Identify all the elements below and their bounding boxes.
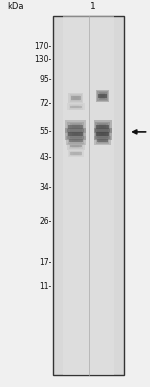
- Bar: [71, 151, 81, 156]
- Bar: [70, 137, 82, 143]
- Bar: [74, 97, 77, 99]
- Bar: [70, 152, 82, 154]
- Bar: [96, 125, 109, 129]
- Bar: [72, 138, 80, 142]
- Text: kDa: kDa: [7, 2, 23, 11]
- Bar: [97, 91, 108, 101]
- Bar: [72, 132, 80, 136]
- Bar: [99, 92, 107, 100]
- Bar: [63, 16, 114, 375]
- Text: 43-: 43-: [39, 152, 52, 161]
- Bar: [67, 143, 85, 150]
- Bar: [69, 106, 82, 108]
- Bar: [95, 122, 110, 132]
- Bar: [72, 124, 80, 129]
- Text: 95-: 95-: [39, 75, 52, 84]
- Bar: [72, 145, 79, 148]
- Text: 170-: 170-: [34, 42, 52, 51]
- Bar: [68, 150, 84, 157]
- Bar: [98, 137, 108, 143]
- Bar: [69, 139, 83, 142]
- Text: 72-: 72-: [39, 99, 52, 108]
- Bar: [94, 128, 112, 140]
- Bar: [74, 133, 78, 135]
- Bar: [101, 133, 104, 135]
- Bar: [69, 130, 82, 137]
- Bar: [74, 126, 78, 128]
- Bar: [68, 92, 83, 103]
- Bar: [99, 132, 106, 136]
- Bar: [68, 137, 84, 144]
- Text: 17-: 17-: [39, 259, 52, 267]
- Bar: [69, 104, 83, 110]
- Text: 1: 1: [90, 2, 96, 11]
- Bar: [97, 123, 108, 131]
- Text: 26-: 26-: [39, 217, 52, 226]
- Bar: [94, 135, 111, 145]
- Bar: [69, 145, 82, 147]
- Bar: [97, 139, 108, 142]
- Bar: [100, 93, 105, 99]
- Bar: [69, 144, 83, 149]
- Text: 34-: 34-: [39, 183, 52, 192]
- Text: 130-: 130-: [34, 55, 52, 64]
- Bar: [98, 94, 107, 98]
- Bar: [72, 105, 79, 108]
- Bar: [65, 120, 86, 133]
- Bar: [74, 146, 78, 147]
- Bar: [96, 137, 109, 144]
- Bar: [99, 138, 106, 142]
- Bar: [74, 139, 78, 141]
- Bar: [97, 130, 108, 137]
- Bar: [74, 153, 77, 154]
- Bar: [73, 96, 79, 100]
- Bar: [65, 128, 86, 140]
- Bar: [96, 132, 109, 136]
- Bar: [101, 139, 104, 141]
- Bar: [96, 90, 109, 103]
- Bar: [72, 152, 79, 155]
- Bar: [101, 95, 104, 97]
- Bar: [71, 95, 80, 101]
- Bar: [70, 104, 81, 109]
- Bar: [70, 94, 82, 102]
- Bar: [67, 129, 84, 139]
- Bar: [68, 125, 83, 129]
- Bar: [70, 96, 81, 99]
- Text: 11-: 11-: [39, 282, 52, 291]
- Bar: [94, 120, 112, 133]
- Bar: [68, 132, 83, 136]
- Bar: [67, 103, 85, 110]
- Bar: [70, 144, 81, 148]
- Text: 55-: 55-: [39, 127, 52, 136]
- Bar: [67, 122, 84, 132]
- Bar: [69, 151, 82, 156]
- Bar: [66, 135, 86, 145]
- Bar: [69, 123, 82, 131]
- Bar: [95, 129, 110, 139]
- Bar: [99, 124, 106, 129]
- Bar: [53, 16, 124, 375]
- Bar: [101, 126, 104, 128]
- Bar: [74, 106, 78, 108]
